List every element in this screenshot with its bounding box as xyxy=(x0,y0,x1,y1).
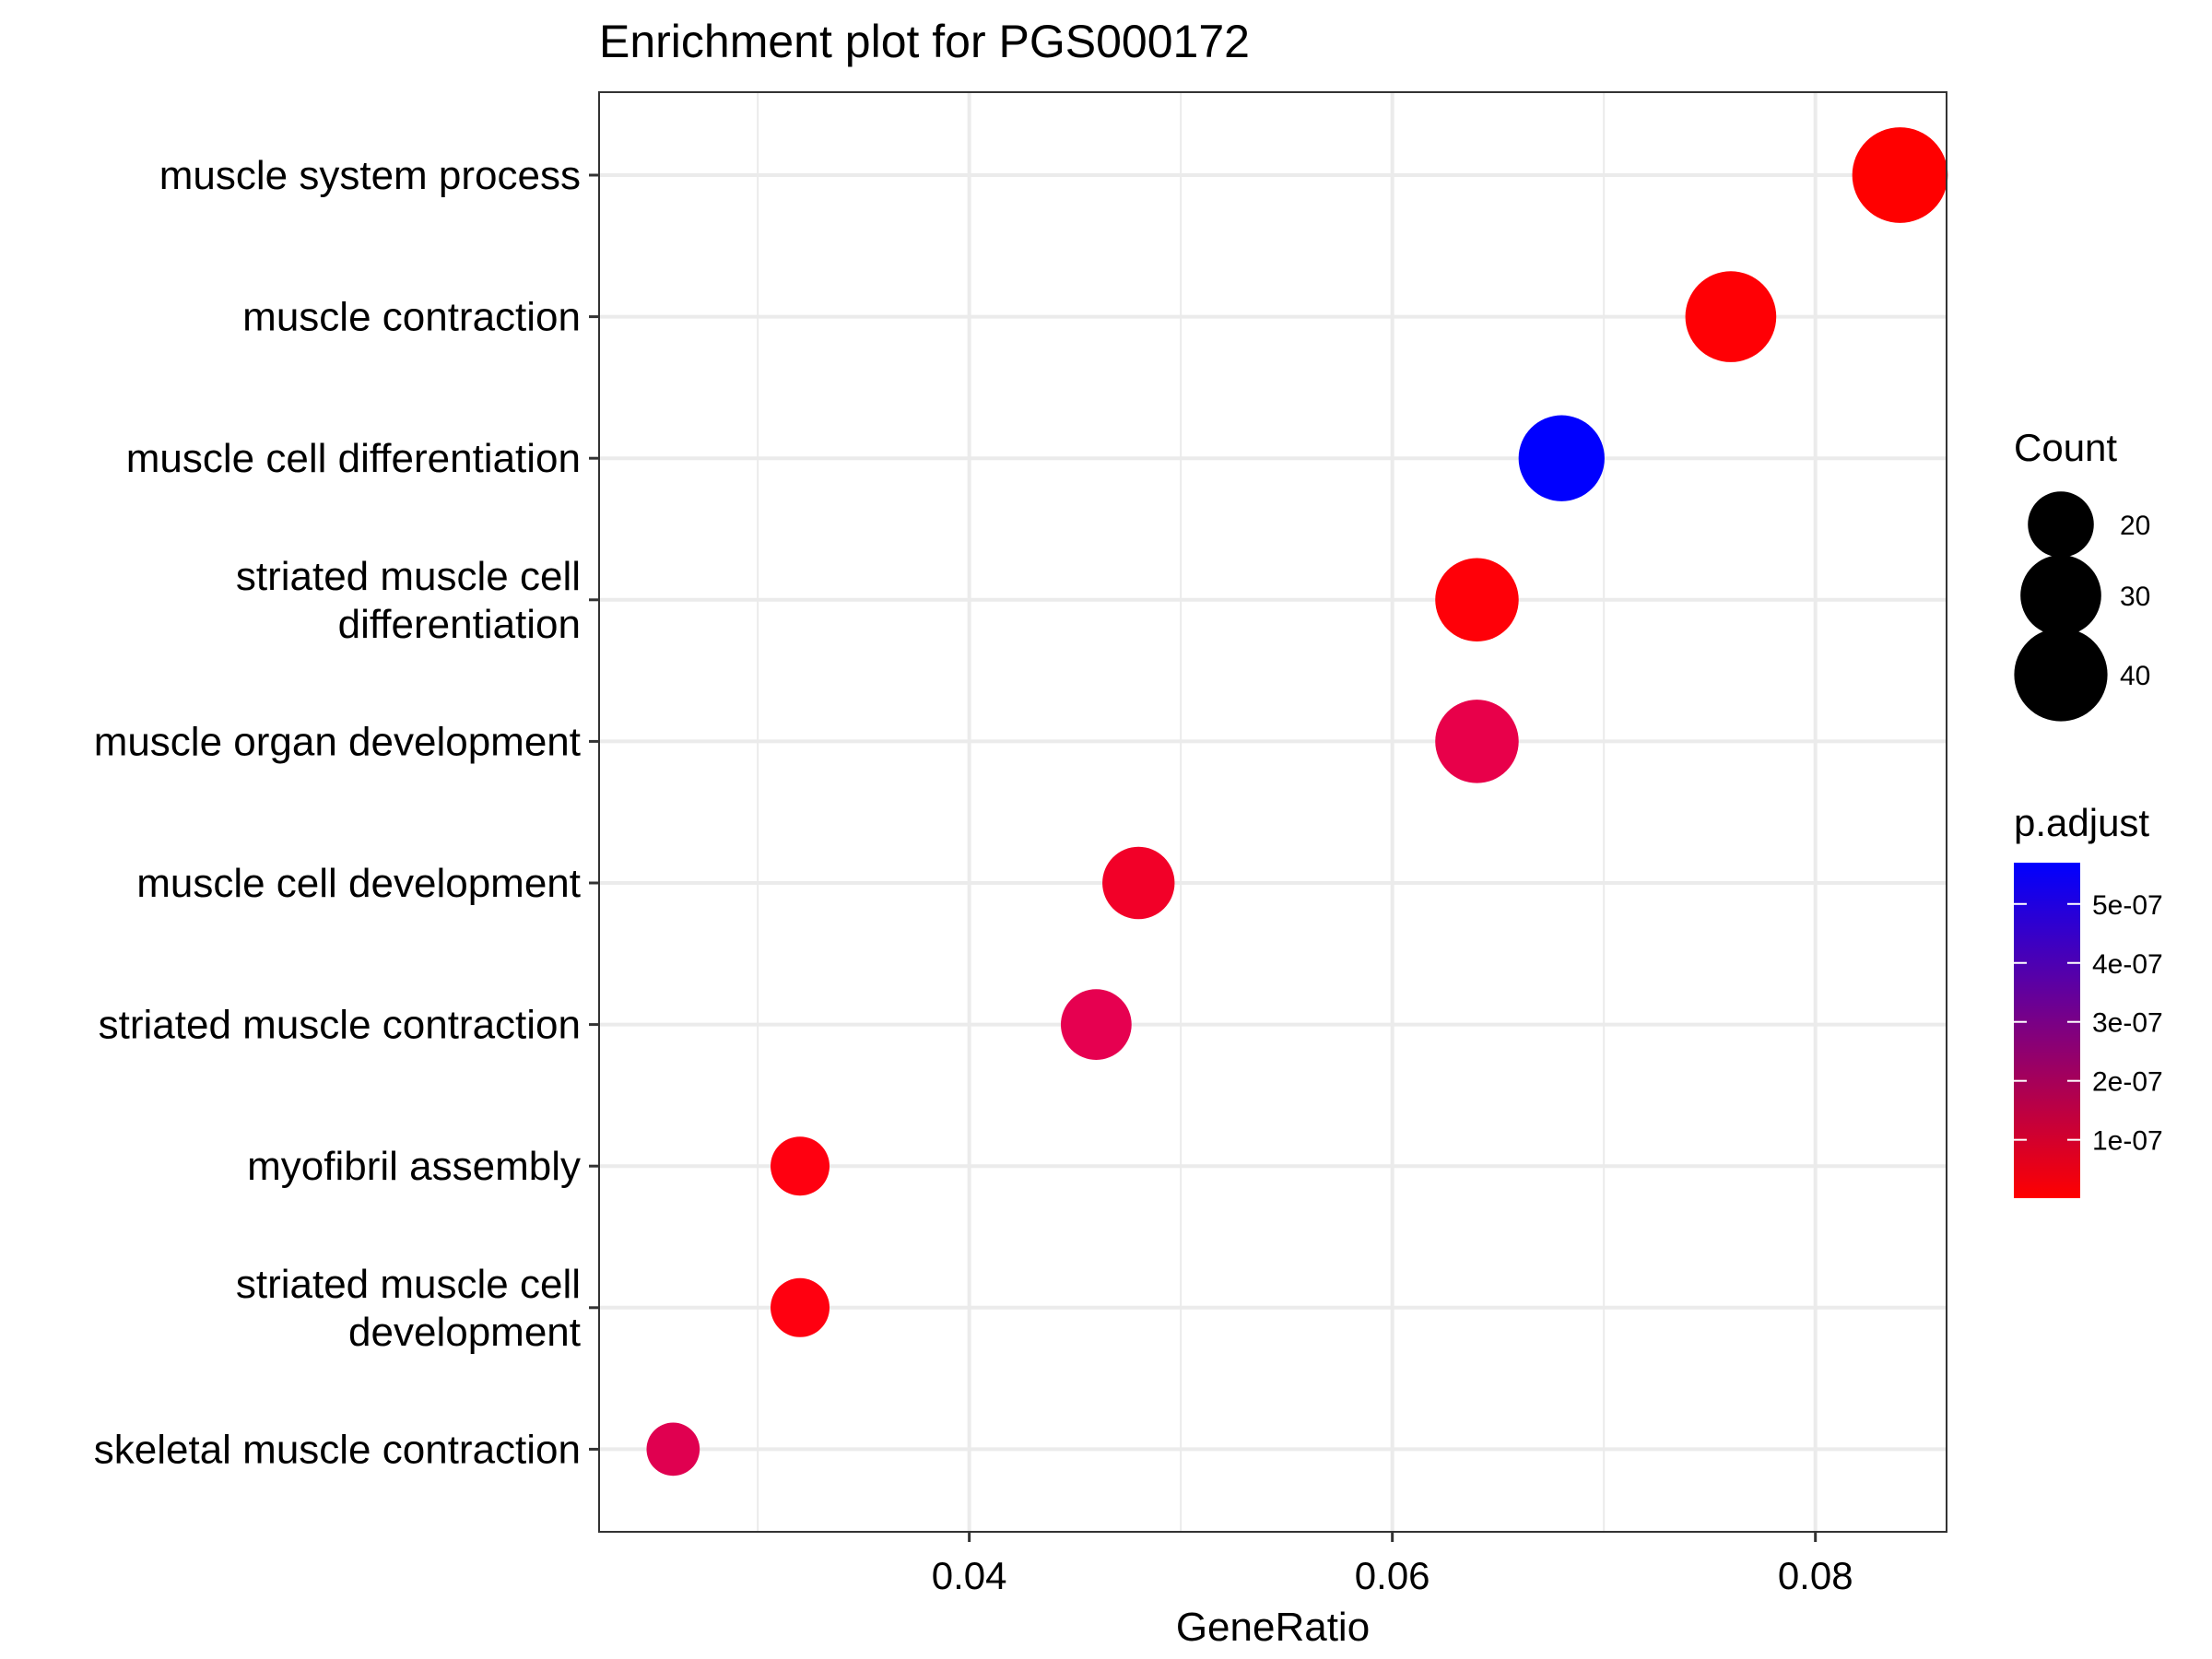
y-tick-label-3: striated muscle cell differentiation xyxy=(236,554,581,647)
legend-count-title: Count xyxy=(2014,426,2117,469)
data-point-7 xyxy=(771,1136,830,1196)
legend-p-adjust-label-3: 2e-07 xyxy=(2092,1067,2163,1098)
legend-count-key-2 xyxy=(2014,628,2108,722)
x-tick-label-1: 0.06 xyxy=(1355,1554,1430,1597)
chart-title: Enrichment plot for PGS000172 xyxy=(599,16,1250,67)
data-point-1 xyxy=(1685,271,1777,362)
legend-p-adjust: p.adjust 5e-07 4e-07 3e-07 2e-07 1e-07 xyxy=(2014,801,2163,1198)
data-point-8 xyxy=(771,1277,830,1337)
data-points xyxy=(646,127,1948,1477)
legend-count: Count 20 30 40 xyxy=(2014,426,2150,722)
data-point-3 xyxy=(1435,558,1519,642)
data-point-0 xyxy=(1852,127,1948,223)
data-point-5 xyxy=(1102,846,1175,920)
y-tick-label-9: skeletal muscle contraction xyxy=(94,1427,581,1472)
legend-count-key-0 xyxy=(2028,491,2094,558)
y-tick-label-0: muscle system process xyxy=(159,153,581,198)
y-tick-label-2: muscle cell differentiation xyxy=(126,436,581,481)
y-tick-label-4: muscle organ development xyxy=(94,719,581,764)
y-axis: muscle system process muscle contraction m… xyxy=(94,153,599,1472)
legend-count-key-1 xyxy=(2020,555,2101,636)
data-point-9 xyxy=(646,1422,700,1477)
x-tick-label-0: 0.04 xyxy=(932,1554,1007,1597)
grid-lines xyxy=(599,92,1947,1532)
legend-p-adjust-label-4: 1e-07 xyxy=(2092,1126,2163,1157)
x-axis: 0.04 0.06 0.08 xyxy=(932,1532,1853,1597)
x-axis-label: GeneRatio xyxy=(1176,1605,1370,1650)
data-point-6 xyxy=(1060,989,1132,1060)
y-tick-label-7: myofibril assembly xyxy=(247,1144,581,1189)
data-point-4 xyxy=(1435,700,1519,783)
y-tick-label-1: muscle contraction xyxy=(242,295,581,340)
y-tick-label-8: striated muscle cell development xyxy=(236,1262,581,1355)
legend-count-label-0: 20 xyxy=(2120,511,2150,541)
legend-p-adjust-label-2: 3e-07 xyxy=(2092,1008,2163,1039)
legend-count-label-2: 40 xyxy=(2120,661,2150,691)
p-adjust-colorbar xyxy=(2014,863,2080,1198)
legend-p-adjust-title: p.adjust xyxy=(2014,801,2149,844)
legend-count-label-1: 30 xyxy=(2120,582,2150,612)
y-tick-label-6: striated muscle contraction xyxy=(99,1003,581,1048)
y-tick-label-5: muscle cell development xyxy=(136,861,581,906)
x-tick-label-2: 0.08 xyxy=(1778,1554,1853,1597)
plot-panel-border xyxy=(598,91,1947,1533)
legend-p-adjust-label-0: 5e-07 xyxy=(2092,890,2163,921)
legend-p-adjust-label-1: 4e-07 xyxy=(2092,949,2163,980)
data-point-2 xyxy=(1518,415,1605,501)
